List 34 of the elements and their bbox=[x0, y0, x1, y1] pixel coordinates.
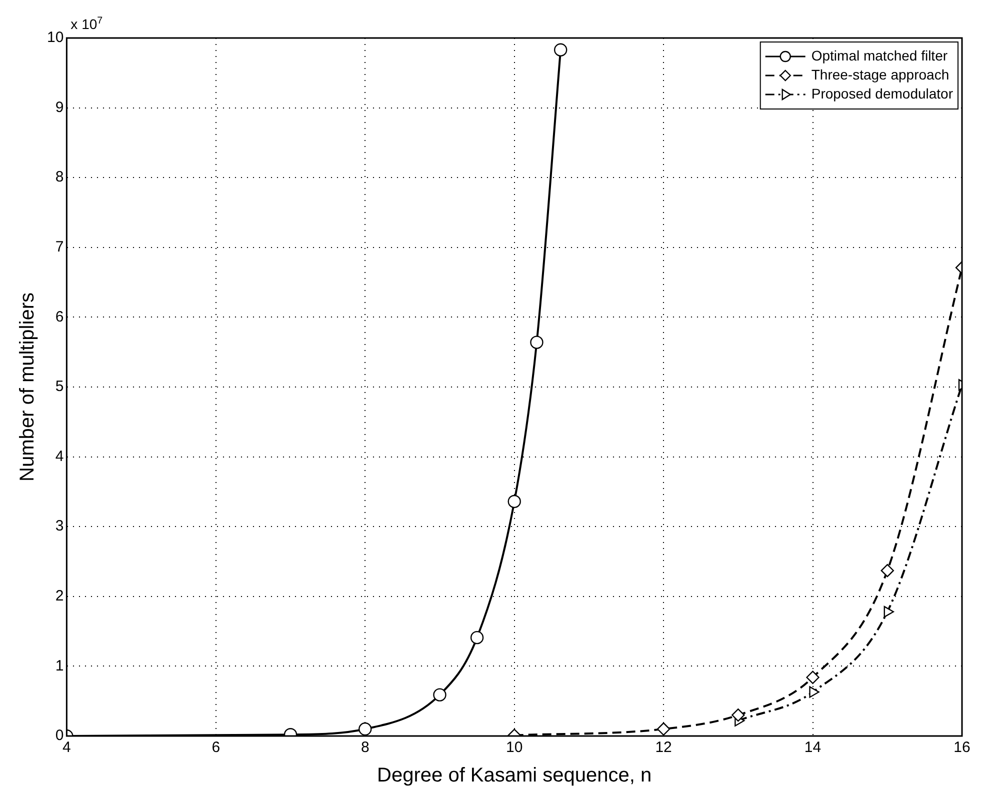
point bbox=[884, 606, 894, 618]
y-tick-label: 1 bbox=[55, 657, 64, 674]
y-tick-label: 6 bbox=[55, 308, 64, 326]
point bbox=[554, 43, 568, 56]
point bbox=[358, 722, 372, 736]
y-tick-label: 9 bbox=[55, 98, 64, 116]
point bbox=[656, 722, 670, 736]
point bbox=[732, 708, 745, 722]
y-tick-label: 3 bbox=[55, 518, 64, 535]
point bbox=[809, 686, 820, 698]
x-tick-label: 8 bbox=[360, 739, 370, 756]
x-axis-title: Degree of Kasami sequence, n bbox=[377, 764, 652, 787]
point bbox=[530, 336, 544, 349]
y-axis-title: Number of multipliers bbox=[16, 292, 39, 482]
point bbox=[508, 494, 521, 508]
y-tick-label: 2 bbox=[55, 588, 64, 605]
x-tick-label: 12 bbox=[655, 739, 672, 756]
x-tick-label: 16 bbox=[954, 739, 970, 756]
legend-label: Proposed demodulator bbox=[811, 85, 954, 102]
x-tick-label: 10 bbox=[506, 739, 523, 756]
legend-label: Optimal matched filter bbox=[811, 47, 948, 64]
point bbox=[806, 670, 820, 684]
x-tick-label: 14 bbox=[804, 739, 822, 756]
y-tick-label: 4 bbox=[55, 448, 64, 465]
y-tick-label: 8 bbox=[55, 168, 64, 186]
point bbox=[433, 688, 446, 702]
y-tick-label: 0 bbox=[55, 727, 64, 744]
y-tick-label: 7 bbox=[55, 238, 64, 256]
point bbox=[880, 564, 894, 578]
y-tick-label: 10 bbox=[46, 29, 64, 46]
point bbox=[470, 630, 484, 644]
legend-label: Three-stage approach bbox=[811, 66, 950, 82]
x-tick-label: 6 bbox=[212, 739, 220, 756]
y-tick-label: 5 bbox=[55, 378, 64, 396]
